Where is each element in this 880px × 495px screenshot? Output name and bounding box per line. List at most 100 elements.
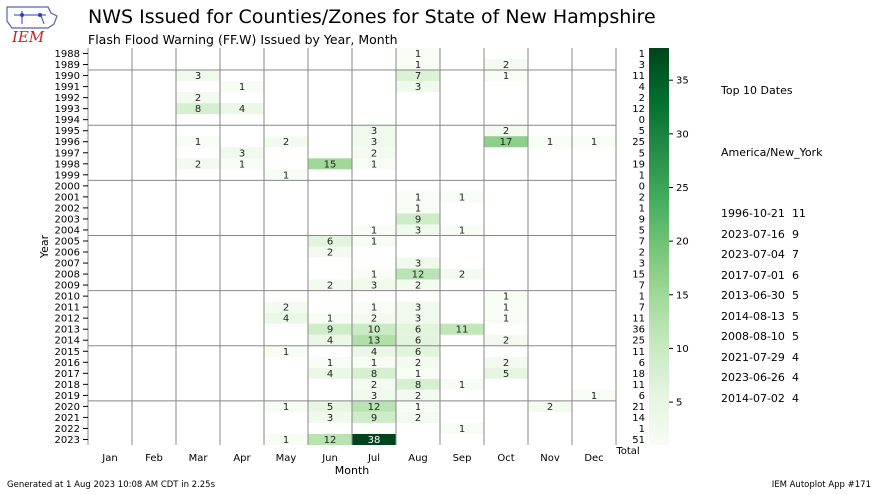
year-total-label: 1 [639,49,645,60]
cell-value-label: 1 [371,159,377,170]
heatmap-cell [220,81,264,93]
top10-item: 2008-08-10 5 [721,327,822,348]
top10-item: 2021-07-29 4 [721,348,822,369]
top10-date: 1996-10-21 [721,207,785,220]
cell-value-label: 1 [283,402,289,413]
year-total-label: 6 [639,358,645,369]
year-total-label: 5 [639,148,645,159]
year-total-label: 7 [639,303,645,314]
heatmap-cell [440,191,484,203]
month-tick-label: Jul [367,453,380,464]
month-tick-label: Dec [584,453,603,464]
cell-value-label: 13 [368,336,381,347]
heatmap-cell [484,312,528,324]
top10-date: 2013-06-30 [721,289,785,302]
cell-value-label: 2 [415,391,421,402]
colorbar-tick-label: 30 [676,129,689,140]
top10-heading: Top 10 Dates [721,84,793,97]
heatmap-cell [484,59,528,71]
heatmap-cell [308,367,352,379]
cell-value-label: 2 [503,336,509,347]
cell-value-label: 1 [195,137,201,148]
cell-value-label: 2 [195,93,201,104]
heatmap-cell [396,378,440,390]
y-axis-label: Year [38,234,51,259]
cell-value-label: 1 [459,225,465,236]
year-tick-label: 2012 [55,314,80,325]
top10-date: 2023-06-26 [721,371,785,384]
cell-value-label: 3 [327,413,333,424]
cell-value-label: 2 [459,270,465,281]
cell-value-label: 1 [547,137,553,148]
heatmap-cell [440,268,484,280]
cell-value-label: 1 [327,314,333,325]
year-tick-label: 2008 [55,270,80,281]
cell-value-label: 3 [415,225,421,236]
cell-value-label: 2 [547,402,553,413]
cell-value-label: 6 [415,336,421,347]
year-total-label: 12 [632,104,645,115]
heatmap-cell [352,367,396,379]
colorbar-tick-label: 5 [676,398,682,409]
heatmap-cell [396,334,440,346]
heatmap-cell [308,433,352,445]
year-tick-label: 1988 [55,49,80,60]
cell-value-label: 5 [503,369,509,380]
heatmap-cell [264,312,308,324]
heatmap-cell [308,334,352,346]
month-tick-label: Oct [497,453,514,464]
heatmap-cell [308,246,352,258]
year-tick-label: 2021 [55,413,80,424]
year-total-label: 7 [639,281,645,292]
top10-date: 2014-08-13 [721,309,785,323]
heatmap-cell [352,268,396,280]
heatmap-cell [352,235,396,247]
cell-value-label: 1 [283,435,289,446]
heatmap-cell [308,158,352,170]
top10-panel: Top 10 Dates America/New_York 1996-10-21… [721,40,822,430]
year-tick-label: 2004 [55,225,80,236]
year-tick-label: 2011 [55,303,80,314]
heatmap-cell [440,224,484,236]
heatmap-cell [352,334,396,346]
heatmap-cell [484,70,528,82]
heatmap-cell [308,279,352,291]
cell-value-label: 2 [415,281,421,292]
year-total-label: 7 [639,236,645,247]
month-tick-label: Nov [540,453,560,464]
year-tick-label: 2017 [55,369,80,380]
month-tick-label: Feb [145,453,163,464]
year-total-label: 2 [639,248,645,259]
cell-value-label: 12 [412,270,425,281]
year-total-label: 25 [632,336,645,347]
cell-value-label: 10 [368,325,381,336]
heatmap-cell [264,433,308,445]
heatmap-cell [264,136,308,148]
cell-value-label: 1 [503,71,509,82]
cell-value-label: 1 [371,225,377,236]
year-total-label: 0 [639,181,645,192]
cell-value-label: 2 [503,358,509,369]
year-total-label: 25 [632,137,645,148]
top10-item: 2023-07-04 7 [721,245,822,266]
heatmap-cell [352,147,396,159]
cell-value-label: 3 [415,259,421,270]
year-total-label: 3 [639,60,645,71]
heatmap-cell [352,301,396,313]
cell-value-label: 4 [327,336,333,347]
month-tick-label: Mar [189,453,209,464]
heatmap-cell [396,367,440,379]
heatmap-cell [176,103,220,115]
cell-value-label: 2 [371,148,377,159]
heatmap-cell [396,202,440,214]
month-tick-label: Jun [321,453,338,464]
month-tick-label: Sep [453,453,472,464]
year-tick-label: 2023 [55,435,80,446]
year-tick-label: 1997 [55,148,80,159]
colorbar-tick-label: 15 [676,290,689,301]
year-total-label: 5 [639,126,645,137]
year-tick-label: 2007 [55,259,80,270]
year-tick-label: 2013 [55,325,80,336]
cell-value-label: 38 [368,435,381,446]
cell-value-label: 1 [459,380,465,391]
